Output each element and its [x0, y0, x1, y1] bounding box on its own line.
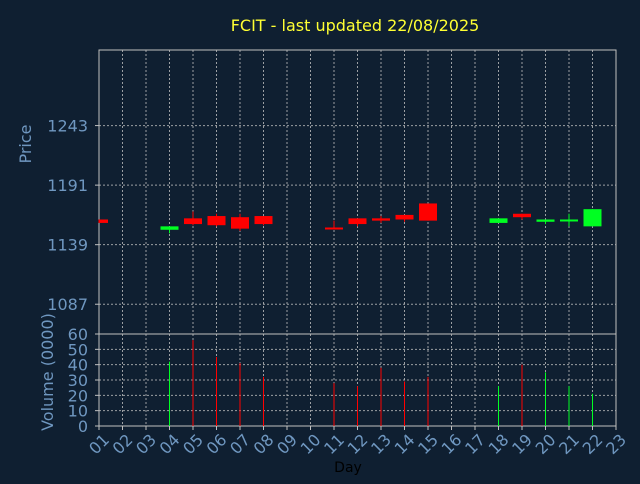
- candle-body: [184, 218, 202, 225]
- price-tick-label: 1243: [47, 117, 88, 136]
- candle-18: [489, 218, 508, 223]
- candle-21: [560, 213, 578, 227]
- candle-body: [419, 203, 437, 221]
- candle-01: [98, 219, 108, 223]
- candle-body: [207, 216, 226, 226]
- candle-12: [348, 218, 367, 227]
- candle-body: [536, 219, 555, 222]
- candle-22: [583, 209, 602, 227]
- candle-body: [348, 218, 367, 225]
- price-axis-label: Price: [16, 124, 35, 163]
- candle-body: [372, 218, 390, 221]
- candle-body: [99, 219, 108, 223]
- candle-body: [160, 226, 179, 230]
- candle-body: [513, 213, 531, 218]
- price-tick-label: 1191: [47, 176, 88, 195]
- volume-tick-label: 50: [68, 340, 88, 359]
- chart-title: FCIT - last updated 22/08/2025: [231, 16, 480, 35]
- volume-tick-label: 30: [68, 371, 88, 390]
- x-tick-label: 23: [602, 430, 630, 458]
- candle-body: [325, 227, 343, 230]
- candle-06: [207, 213, 226, 227]
- volume-tick-label: 40: [68, 356, 88, 375]
- price-panel: 1087 1139 1191 1243 Price: [16, 49, 617, 426]
- volume-tick-label: 0: [78, 417, 88, 436]
- candle-08: [254, 216, 273, 226]
- volume-tick-label: 10: [68, 402, 88, 421]
- x-axis-label: Day: [334, 460, 362, 476]
- candle-body: [254, 216, 273, 225]
- candle-14: [395, 214, 414, 222]
- candle-body: [395, 214, 414, 220]
- price-tick-label: 1087: [47, 295, 88, 314]
- candle-body: [583, 209, 602, 227]
- candle-11: [325, 220, 343, 230]
- candle-04: [160, 226, 179, 234]
- candle-body: [489, 218, 508, 223]
- candle-13: [372, 216, 390, 223]
- volume-tick-label: 60: [68, 325, 88, 344]
- candle-15: [419, 203, 437, 221]
- candle-07: [231, 213, 249, 231]
- price-tick-label: 1139: [47, 236, 88, 255]
- candle-05: [184, 211, 202, 226]
- volume-tick-label: 20: [68, 386, 88, 405]
- candle-19: [513, 213, 531, 220]
- volume-axis-label: Volume (0000): [38, 313, 57, 431]
- candle-body: [560, 219, 578, 222]
- candle-body: [231, 217, 249, 229]
- x-axis: 0102030405060708091011121314151617181920…: [85, 426, 630, 476]
- candle-20: [536, 219, 555, 225]
